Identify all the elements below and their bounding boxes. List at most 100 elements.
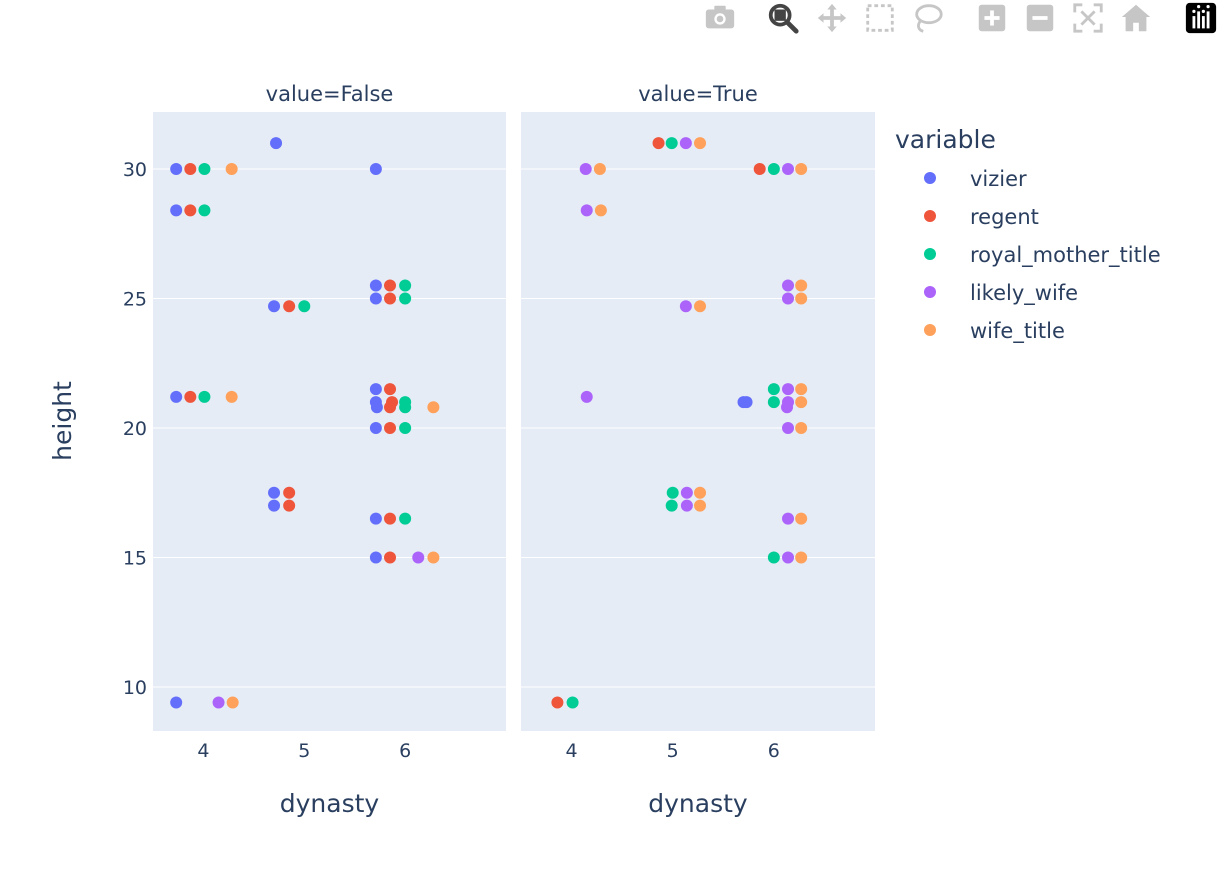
data-point[interactable] [399, 292, 412, 305]
data-point[interactable] [399, 512, 412, 525]
legend-item-wife_title[interactable]: wife_title [924, 319, 1065, 344]
data-point[interactable] [184, 204, 197, 217]
data-point[interactable] [665, 499, 678, 512]
data-point[interactable] [369, 383, 382, 396]
data-point[interactable] [283, 499, 296, 512]
data-point[interactable] [170, 162, 183, 175]
data-point[interactable] [679, 300, 692, 313]
data-point[interactable] [226, 696, 239, 709]
data-point[interactable] [384, 421, 397, 434]
data-point[interactable] [652, 137, 665, 150]
box-select-button[interactable] [862, 0, 898, 36]
plot-background[interactable] [153, 112, 506, 731]
data-point[interactable] [268, 486, 281, 499]
data-point[interactable] [184, 390, 197, 403]
data-point[interactable] [767, 383, 780, 396]
data-point[interactable] [384, 383, 397, 396]
data-point[interactable] [579, 162, 592, 175]
data-point[interactable] [782, 512, 795, 525]
data-point[interactable] [580, 390, 593, 403]
legend-item-vizier[interactable]: vizier [924, 167, 1027, 191]
data-point[interactable] [298, 300, 311, 313]
data-point[interactable] [369, 292, 382, 305]
data-point[interactable] [384, 512, 397, 525]
data-point[interactable] [225, 390, 238, 403]
data-point[interactable] [283, 300, 296, 313]
data-point[interactable] [593, 162, 606, 175]
plot-background[interactable] [521, 112, 875, 731]
data-point[interactable] [399, 279, 412, 292]
zoom-button[interactable] [765, 0, 801, 36]
data-point[interactable] [753, 162, 766, 175]
plotly-logo-button[interactable] [1183, 0, 1219, 36]
data-point[interactable] [184, 162, 197, 175]
data-point[interactable] [566, 696, 579, 709]
data-point[interactable] [369, 421, 382, 434]
data-point[interactable] [384, 279, 397, 292]
data-point[interactable] [270, 137, 283, 150]
data-point[interactable] [412, 551, 425, 564]
data-point[interactable] [384, 551, 397, 564]
zoom-out-button[interactable] [1022, 0, 1058, 36]
legend-item-regent[interactable]: regent [924, 205, 1039, 229]
data-point[interactable] [782, 292, 795, 305]
data-point[interactable] [795, 396, 808, 409]
data-point[interactable] [427, 401, 440, 414]
data-point[interactable] [198, 204, 211, 217]
data-point[interactable] [283, 486, 296, 499]
data-point[interactable] [694, 486, 707, 499]
lasso-select-button[interactable] [910, 0, 946, 36]
data-point[interactable] [782, 551, 795, 564]
data-point[interactable] [369, 551, 382, 564]
data-point[interactable] [170, 696, 183, 709]
data-point[interactable] [198, 162, 211, 175]
data-point[interactable] [795, 421, 808, 434]
data-point[interactable] [694, 499, 707, 512]
data-point[interactable] [767, 162, 780, 175]
legend-item-likely_wife[interactable]: likely_wife [924, 281, 1078, 306]
pan-button[interactable] [814, 0, 850, 36]
data-point[interactable] [767, 396, 780, 409]
data-point[interactable] [694, 137, 707, 150]
data-point[interactable] [782, 383, 795, 396]
data-point[interactable] [399, 401, 412, 414]
data-point[interactable] [594, 204, 607, 217]
data-point[interactable] [782, 421, 795, 434]
data-point[interactable] [680, 499, 693, 512]
autoscale-button[interactable] [1070, 0, 1106, 36]
data-point[interactable] [781, 401, 794, 414]
data-point[interactable] [225, 162, 238, 175]
data-point[interactable] [369, 279, 382, 292]
data-point[interactable] [680, 486, 693, 499]
data-point[interactable] [369, 512, 382, 525]
data-point[interactable] [580, 204, 593, 217]
data-point[interactable] [384, 401, 397, 414]
data-point[interactable] [427, 551, 440, 564]
data-point[interactable] [666, 486, 679, 499]
reset-axes-button[interactable] [1118, 0, 1154, 36]
data-point[interactable] [795, 162, 808, 175]
data-point[interactable] [782, 162, 795, 175]
data-point[interactable] [268, 499, 281, 512]
data-point[interactable] [170, 204, 183, 217]
data-point[interactable] [679, 137, 692, 150]
data-point[interactable] [170, 390, 183, 403]
data-point[interactable] [782, 279, 795, 292]
data-point[interactable] [370, 401, 383, 414]
zoom-in-button[interactable] [974, 0, 1010, 36]
data-point[interactable] [740, 396, 753, 409]
data-point[interactable] [767, 551, 780, 564]
data-point[interactable] [795, 551, 808, 564]
camera-button[interactable] [702, 0, 738, 36]
data-point[interactable] [795, 383, 808, 396]
data-point[interactable] [384, 292, 397, 305]
data-point[interactable] [369, 162, 382, 175]
data-point[interactable] [795, 512, 808, 525]
data-point[interactable] [268, 300, 281, 313]
data-point[interactable] [551, 696, 564, 709]
data-point[interactable] [198, 390, 211, 403]
data-point[interactable] [795, 279, 808, 292]
legend-item-royal_mother_title[interactable]: royal_mother_title [924, 243, 1161, 268]
data-point[interactable] [665, 137, 678, 150]
data-point[interactable] [212, 696, 225, 709]
